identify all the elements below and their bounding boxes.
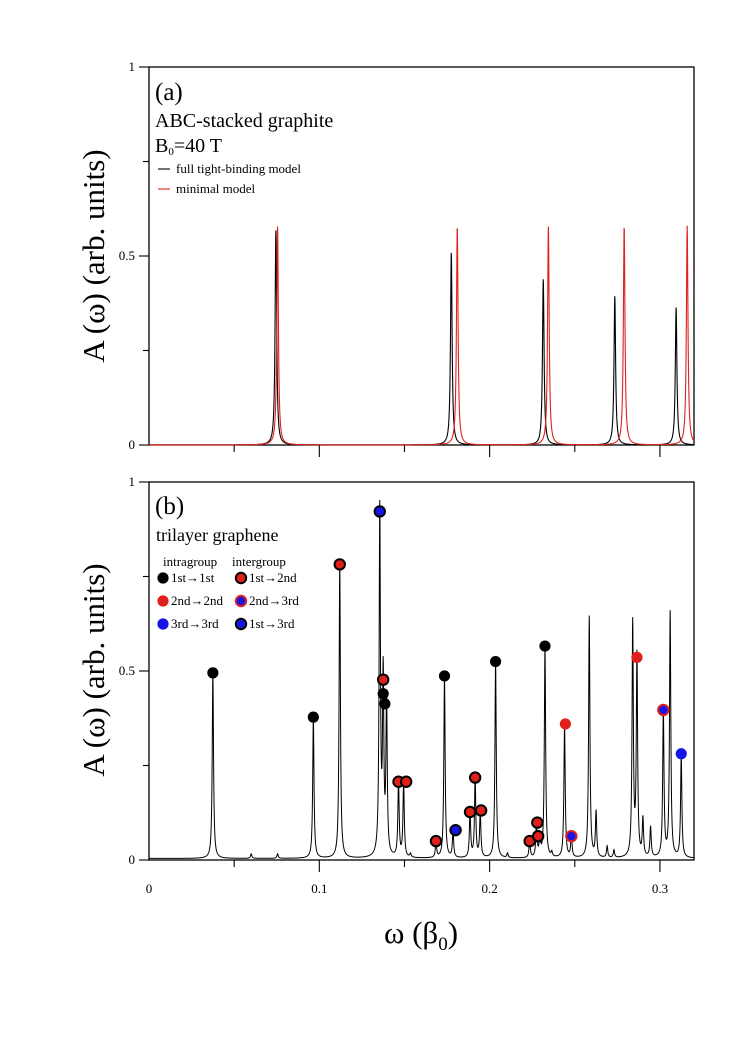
panel-b-label: (b) — [155, 493, 184, 520]
legend-label: 3rd→3rd — [171, 616, 219, 631]
panel-a-title-line1: ABC-stacked graphite — [155, 110, 333, 132]
legend-label: 1st→2nd — [249, 570, 297, 585]
legend-marker — [234, 571, 248, 585]
data-marker — [474, 804, 488, 817]
data-marker — [379, 698, 391, 710]
panel-b-xlabel-main: ω (β — [384, 915, 438, 950]
y-tick-label: 0 — [129, 437, 136, 452]
data-marker — [449, 823, 462, 837]
legend-label: 1st→3rd — [249, 616, 295, 631]
series-line-full-tight-binding — [149, 230, 695, 446]
data-marker — [531, 829, 545, 843]
legend-marker — [157, 595, 169, 607]
y-tick-label: 0.5 — [119, 663, 135, 678]
panel-a-title-field: =40 T — [174, 135, 222, 157]
panel-b-legend: 1st→1st 1st→2nd 2nd→2nd 2nd→3rd 3rd→3rd 1st→3… — [157, 570, 299, 631]
data-marker — [675, 748, 687, 760]
legend-a-label-full: full tight-binding model — [176, 161, 301, 176]
y-tick-label: 1 — [129, 474, 136, 489]
data-marker — [539, 640, 551, 652]
panel-b-ytick-labels: 00.51 — [119, 474, 135, 867]
series-line-trilayer — [149, 499, 695, 859]
x-tick-label: 0 — [146, 881, 153, 896]
y-tick-label: 1 — [129, 59, 136, 74]
panel-b-xlabel-end: ) — [448, 915, 458, 950]
panel-b-series — [149, 499, 695, 859]
panel-a-title-b-sub: 0 — [168, 146, 174, 158]
panel-a-title-b: B — [155, 135, 168, 157]
x-tick-label: 0.2 — [482, 881, 498, 896]
data-marker — [399, 775, 413, 788]
legend-b-header-intergroup: intergroup — [232, 554, 286, 569]
data-marker — [468, 771, 482, 784]
data-marker — [307, 711, 319, 723]
panel-b-xtick-labels: 0 0.1 0.2 0.3 — [146, 881, 668, 896]
data-marker — [373, 505, 386, 518]
data-marker — [463, 805, 477, 819]
data-marker — [631, 651, 643, 663]
series-line-minimal-model — [149, 225, 695, 446]
panel-b-axis-ticks — [139, 481, 661, 872]
data-marker — [657, 703, 670, 717]
data-marker — [207, 667, 219, 679]
panel-a-axis-ticks — [139, 66, 661, 457]
legend-label: 2nd→3rd — [249, 593, 299, 608]
data-marker — [429, 834, 443, 848]
legend-marker — [234, 617, 248, 631]
legend-a-label-minimal: minimal model — [176, 181, 255, 196]
x-tick-label: 0.1 — [311, 881, 327, 896]
legend-label: 1st→1st — [171, 570, 215, 585]
panel-a-ytick-labels: 00.51 — [119, 59, 135, 452]
panel-b-title: trilayer graphene — [156, 525, 278, 545]
panel-a-title-line2: B0=40 T — [155, 135, 222, 158]
data-marker — [531, 816, 544, 829]
panel-a-ylabel: A (ω) (arb. units) — [76, 149, 111, 362]
panel-a-label: (a) — [155, 79, 183, 106]
data-marker — [489, 655, 502, 668]
y-tick-label: 0 — [129, 852, 136, 867]
data-marker — [333, 558, 346, 571]
panel-b-xlabel: ω (β0) — [384, 915, 458, 955]
panel-b-ylabel: A (ω) (arb. units) — [76, 563, 111, 776]
legend-marker — [157, 572, 169, 584]
panel-b-markers — [207, 505, 687, 848]
legend-marker — [157, 618, 169, 630]
data-marker — [377, 688, 389, 700]
legend-label: 2nd→2nd — [171, 593, 224, 608]
data-marker — [565, 829, 578, 843]
legend-marker — [234, 594, 248, 608]
x-tick-label: 0.3 — [652, 881, 668, 896]
data-marker — [438, 670, 451, 682]
data-marker — [559, 718, 572, 730]
panel-b-xlabel-sub: 0 — [438, 934, 448, 955]
legend-b-header-intragroup: intragroup — [163, 554, 217, 569]
y-tick-label: 0.5 — [119, 248, 135, 263]
panel-a-series — [149, 225, 695, 446]
data-marker — [376, 673, 390, 686]
